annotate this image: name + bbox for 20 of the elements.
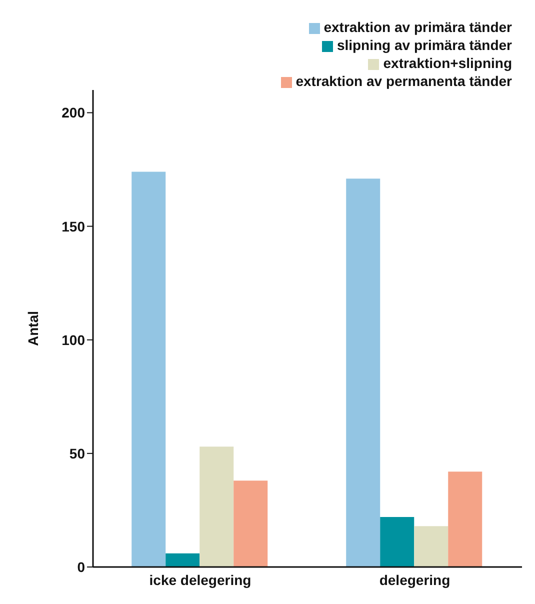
x-tick-label: delegering [379,572,450,588]
x-tick-label: icke delegering [149,572,252,588]
y-tick-label: 150 [62,218,86,234]
y-axis-title: Antal [24,311,41,346]
y-tick-label: 100 [62,332,86,348]
legend-label: extraktion av permanenta tänder [296,73,512,89]
bar [200,446,234,567]
legend-label: extraktion av primära tänder [324,19,512,35]
bar [414,526,448,567]
legend-label: extraktion+slipning [383,55,512,71]
bar [166,553,200,567]
bar [132,172,166,567]
y-tick-label: 50 [69,445,86,462]
bar [346,178,380,567]
y-tick-label: 200 [62,104,86,121]
bar [448,472,482,567]
bar [380,517,414,567]
y-tick-label: 0 [77,558,86,575]
legend-label: slipning av primära tänder [336,37,512,53]
bar [234,480,268,567]
